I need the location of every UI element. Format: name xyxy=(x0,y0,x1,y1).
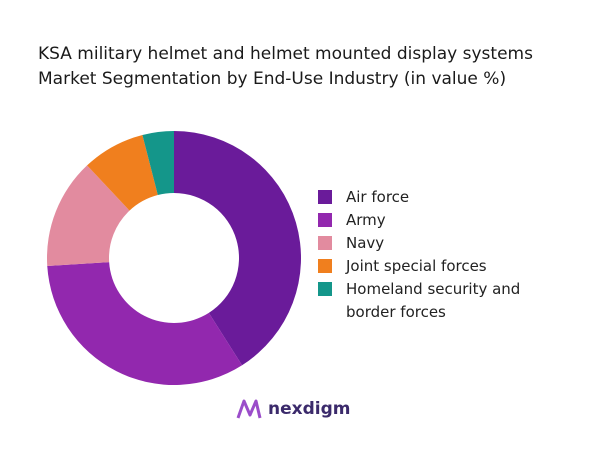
donut-slice xyxy=(142,131,174,196)
legend-item: Homeland security and border forces xyxy=(318,278,558,324)
legend-label: Homeland security and border forces xyxy=(346,280,521,321)
legend-swatch xyxy=(318,190,332,204)
chart-title: KSA military helmet and helmet mounted d… xyxy=(38,44,533,89)
legend-label: Joint special forces xyxy=(346,257,487,275)
donut-slice xyxy=(47,262,243,385)
donut-slice xyxy=(174,131,301,366)
legend-item: Army xyxy=(318,209,558,232)
legend-label: Navy xyxy=(346,234,385,252)
legend-swatch xyxy=(318,282,332,296)
legend-swatch xyxy=(318,259,332,273)
legend-item: Navy xyxy=(318,232,558,255)
legend-swatch xyxy=(318,213,332,227)
donut-slice xyxy=(47,165,130,266)
logo-icon xyxy=(236,399,262,419)
logo-text: nexdigm xyxy=(268,399,351,419)
legend-label: Army xyxy=(346,211,386,229)
legend-item: Joint special forces xyxy=(318,255,558,278)
legend: Air force Army Navy Joint special forces Hom… xyxy=(318,186,558,324)
donut-slice xyxy=(87,134,158,211)
legend-item: Air force xyxy=(318,186,558,209)
legend-label: Air force xyxy=(346,188,410,206)
logo: nexdigm xyxy=(236,398,350,420)
legend-swatch xyxy=(318,236,332,250)
